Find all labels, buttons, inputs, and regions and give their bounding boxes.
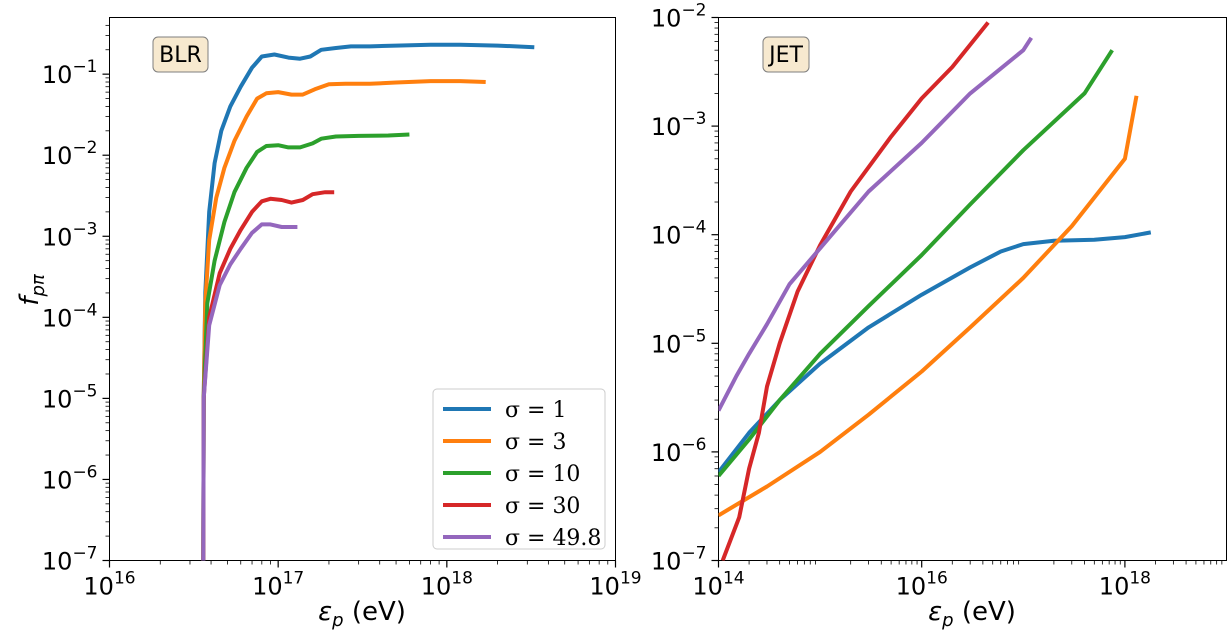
annotation-blr-text: BLR bbox=[159, 43, 202, 68]
y-tick-label: 10−1 bbox=[42, 57, 98, 89]
y-tick-label: 10−3 bbox=[42, 219, 98, 251]
x-tick-label: 1018 bbox=[1099, 569, 1151, 601]
panel-jet: 1014 1016 1018 10−7 10−6 10−5 10−4 10−3 10−2 JET… bbox=[651, 1, 1227, 631]
series-line-1 bbox=[718, 230, 1152, 474]
y-tick-label: 10−2 bbox=[651, 1, 707, 33]
legend: σ = 1 σ = 3 σ = 10 σ = 30 σ = 49.8 bbox=[432, 388, 606, 551]
legend-label: σ = 1 bbox=[505, 398, 566, 423]
series-line-3 bbox=[201, 79, 486, 561]
x-axis-label-right: εp (eV) bbox=[928, 597, 1016, 631]
y-tick-label: 10−5 bbox=[651, 326, 707, 358]
x-tick-label: 1018 bbox=[421, 569, 473, 601]
legend-label: σ = 10 bbox=[505, 462, 580, 487]
y-tick-label: 10−3 bbox=[651, 109, 707, 141]
x-tick-label: 1016 bbox=[896, 569, 948, 601]
y-axis-label-left: fpπ bbox=[15, 273, 49, 306]
y-tick-label: 10−5 bbox=[42, 381, 98, 413]
series-line-10 bbox=[718, 49, 1114, 478]
x-tick-label: 1019 bbox=[589, 569, 641, 601]
series-lines-left bbox=[201, 42, 535, 561]
panel-blr: 1016 1017 1018 1019 10−7 10−6 10−5 10−4 10−3 10−2… bbox=[15, 17, 642, 631]
y-tick-label: 10−4 bbox=[42, 300, 98, 332]
series-line-49.8 bbox=[201, 222, 298, 561]
legend-label: σ = 49.8 bbox=[505, 526, 601, 551]
annotation-blr: BLR bbox=[152, 36, 209, 73]
y-tick-label: 10−6 bbox=[651, 435, 707, 467]
series-lines-right bbox=[718, 21, 1152, 561]
x-tick-label: 1017 bbox=[252, 569, 304, 601]
series-line-30 bbox=[720, 21, 990, 561]
y-tick-label: 10−7 bbox=[651, 544, 707, 576]
x-tick-label: 1016 bbox=[83, 569, 135, 601]
series-line-3 bbox=[718, 95, 1139, 518]
series-line-10 bbox=[201, 132, 410, 561]
series-line-49.8 bbox=[718, 36, 1033, 412]
x-axis-label-left: εp (eV) bbox=[318, 597, 406, 631]
ticks-left: 1016 1017 1018 1019 10−7 10−6 10−5 10−4 10−3 10−2… bbox=[42, 24, 642, 601]
legend-label: σ = 30 bbox=[505, 494, 580, 519]
plot-frame-left bbox=[109, 17, 616, 561]
y-tick-label: 10−6 bbox=[42, 462, 98, 494]
legend-label: σ = 3 bbox=[505, 430, 566, 455]
series-line-1 bbox=[201, 42, 535, 561]
plot-frame-right bbox=[718, 17, 1227, 561]
y-tick-label: 10−2 bbox=[42, 138, 98, 170]
annotation-jet: JET bbox=[762, 36, 810, 73]
y-tick-label: 10−7 bbox=[42, 544, 98, 576]
x-tick-label: 1014 bbox=[692, 569, 744, 601]
series-line-30 bbox=[201, 190, 335, 561]
annotation-jet-text: JET bbox=[767, 43, 803, 68]
ticks-right: 1014 1016 1018 10−7 10−6 10−5 10−4 10−3 10−2 bbox=[651, 1, 1223, 601]
y-tick-label: 10−4 bbox=[651, 218, 707, 250]
